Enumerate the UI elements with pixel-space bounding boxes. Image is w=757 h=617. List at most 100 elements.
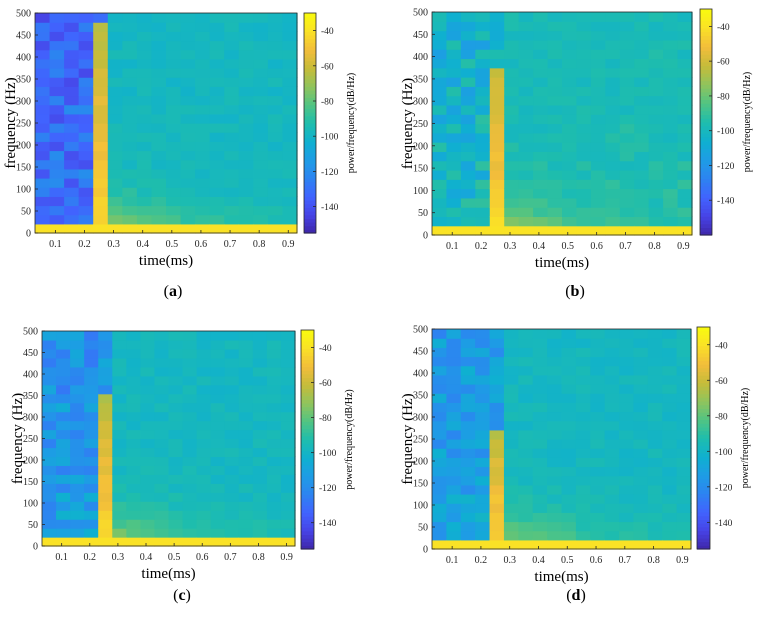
heatmap-cell <box>634 169 650 180</box>
heatmap-cell <box>168 456 184 466</box>
heatmap-cell <box>633 429 649 440</box>
heatmap-cell <box>56 537 71 547</box>
heatmap-cell <box>224 196 240 207</box>
heatmap-cell <box>662 503 678 513</box>
heatmap-cell <box>267 22 284 32</box>
heatmap-cell <box>532 494 548 504</box>
heatmap-cell <box>64 58 80 69</box>
heatmap-cell <box>576 197 592 208</box>
heatmap-cell <box>676 512 692 523</box>
heatmap-cell <box>446 429 462 440</box>
y-tick-label: 150 <box>413 479 428 490</box>
heatmap-cell <box>168 357 184 368</box>
heatmap-cell <box>460 356 476 367</box>
heatmap-cell <box>619 393 635 403</box>
colorbar-segment <box>700 76 712 82</box>
heatmap-cell <box>518 188 534 199</box>
heatmap-cell <box>677 77 693 87</box>
heatmap-cell <box>561 429 577 440</box>
heatmap-cell <box>647 402 663 413</box>
heatmap-cell <box>562 77 578 87</box>
heatmap-cell <box>662 420 678 431</box>
heatmap-cell <box>677 179 693 190</box>
heatmap-cell <box>93 13 109 23</box>
heatmap-cell <box>224 366 240 377</box>
heatmap-cell <box>122 214 138 225</box>
heatmap-cell <box>280 339 296 350</box>
heatmap-cell <box>267 168 284 179</box>
heatmap-cell <box>107 223 123 234</box>
heatmap-cell <box>432 494 447 504</box>
colorbar-segment <box>697 537 710 543</box>
heatmap-cell <box>122 113 138 124</box>
heatmap-cell <box>42 402 57 413</box>
heatmap-cell <box>605 225 621 236</box>
heatmap-cell <box>64 22 80 32</box>
heatmap-cell <box>575 494 591 504</box>
heatmap-cell <box>475 179 491 190</box>
heatmap-cell <box>619 49 635 60</box>
heatmap-cell <box>64 113 80 124</box>
heatmap-cell <box>280 438 296 449</box>
heatmap-cell <box>35 31 51 42</box>
heatmap-cell <box>663 123 679 134</box>
heatmap-cell <box>267 13 284 23</box>
heatmap-cell <box>633 457 649 468</box>
heatmap-cell <box>575 503 591 513</box>
heatmap-cell <box>252 447 268 458</box>
heatmap-cell <box>166 150 182 161</box>
heatmap-cell <box>432 12 448 22</box>
heatmap-cell <box>647 448 663 458</box>
heatmap-cell <box>107 113 123 124</box>
heatmap-cell <box>518 21 534 32</box>
heatmap-cell <box>677 207 693 218</box>
heatmap-cell <box>78 31 94 42</box>
heatmap-cell <box>432 67 448 78</box>
colorbar-segment <box>700 73 712 78</box>
heatmap-cell <box>266 510 282 520</box>
heatmap-cell <box>590 114 606 125</box>
heatmap-cell <box>633 448 649 458</box>
heatmap-cell <box>432 179 448 190</box>
heatmap-cell <box>590 384 606 394</box>
colorbar-tick-label: -40 <box>715 341 728 351</box>
heatmap-cell <box>576 67 592 78</box>
heatmap-cell <box>533 188 549 199</box>
heatmap-cell <box>604 338 620 348</box>
heatmap-cell <box>238 168 254 179</box>
heatmap-cell <box>266 429 282 440</box>
heatmap-cell <box>182 420 198 431</box>
colorbar-segment <box>301 446 314 452</box>
heatmap-cell <box>605 12 621 22</box>
heatmap-cell <box>195 187 211 197</box>
heatmap-cell <box>168 510 184 520</box>
colorbar-segment <box>697 478 710 483</box>
y-axis-label: frequency (Hz) <box>3 77 19 168</box>
heatmap-cell <box>252 339 268 350</box>
colorbar-segment <box>697 360 710 365</box>
y-axis-label: frequency (Hz) <box>10 393 26 484</box>
heatmap-cell <box>532 512 548 523</box>
heatmap-cell <box>136 150 153 161</box>
heatmap-cell <box>166 159 182 170</box>
heatmap-cell <box>475 457 491 468</box>
heatmap-cell <box>503 420 519 431</box>
heatmap-cell <box>518 393 534 403</box>
heatmap-cell <box>489 356 505 367</box>
heatmap-cell <box>446 179 462 190</box>
colorbar-segment <box>697 371 710 376</box>
x-tick-label: 0.9 <box>282 239 295 250</box>
heatmap-cell <box>151 205 167 216</box>
heatmap-cell <box>151 150 167 161</box>
heatmap-cell <box>180 187 196 197</box>
heatmap-cell <box>93 113 109 124</box>
heatmap-cell <box>182 447 198 458</box>
heatmap-cell <box>49 132 65 142</box>
heatmap-cell <box>460 420 476 431</box>
heatmap-cell <box>489 521 505 532</box>
heatmap-cell <box>266 331 282 341</box>
colorbar-segment <box>304 97 316 102</box>
heatmap-cell <box>84 331 99 341</box>
heatmap-cell <box>605 197 621 208</box>
heatmap-cell <box>267 104 284 115</box>
